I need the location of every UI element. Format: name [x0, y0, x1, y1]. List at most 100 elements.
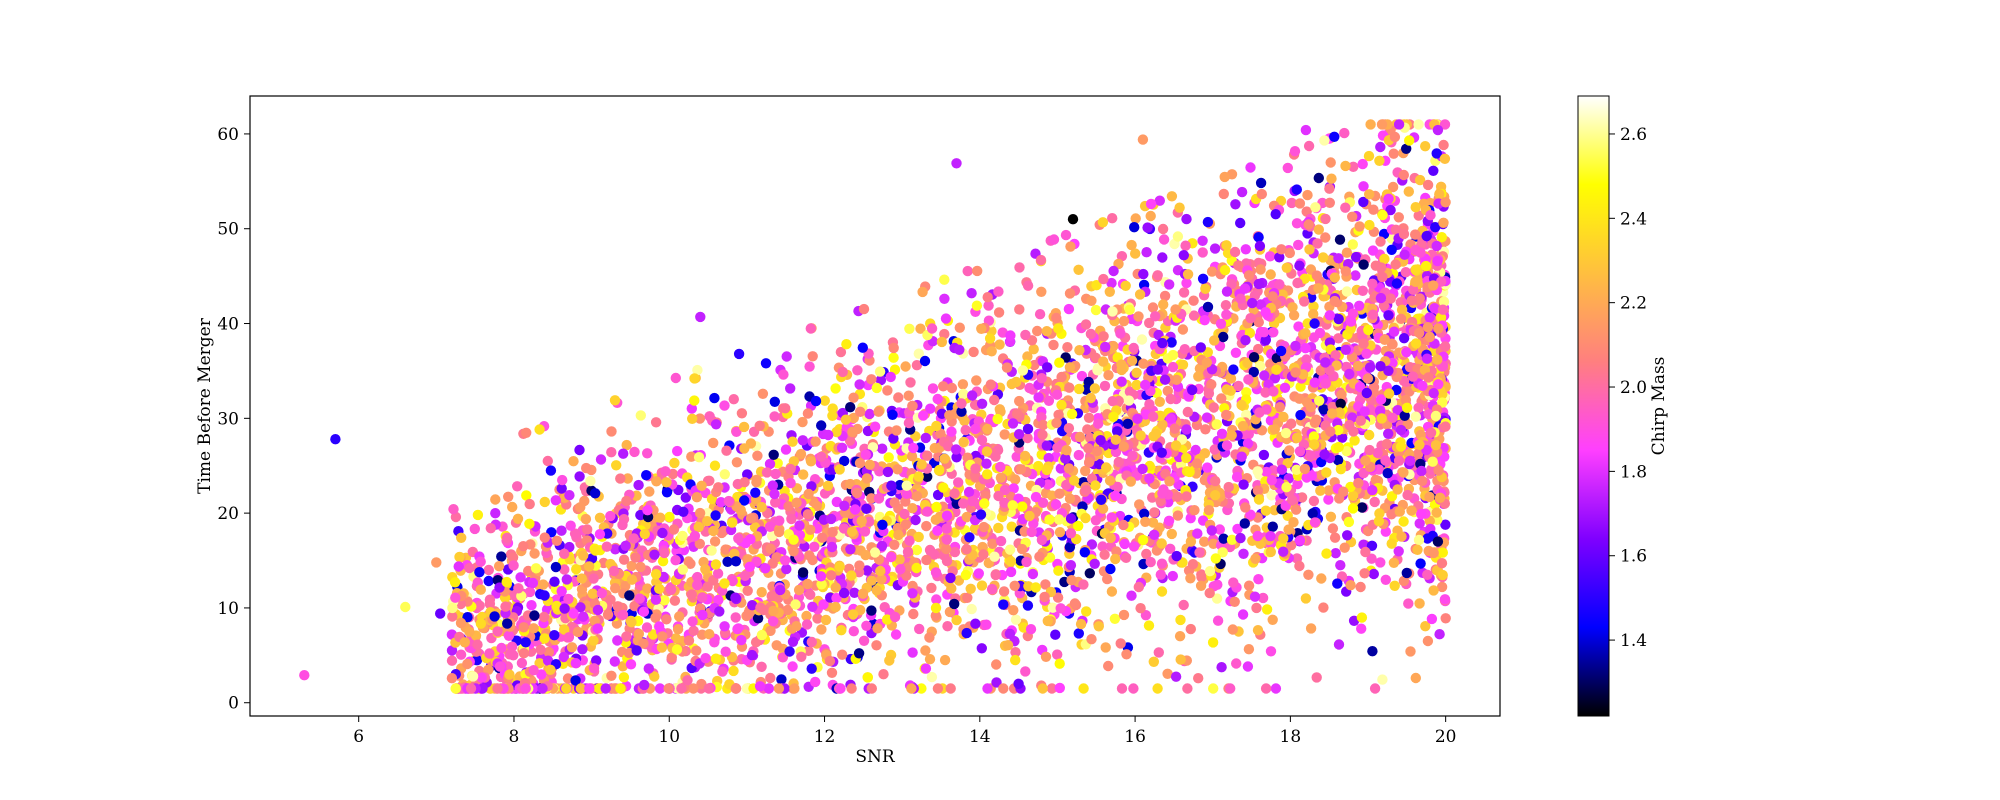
scatter-point — [904, 323, 915, 334]
scatter-point — [970, 423, 981, 435]
scatter-point — [1235, 293, 1246, 304]
scatter-point — [939, 274, 950, 285]
scatter-point — [993, 286, 1004, 297]
scatter-point — [1041, 440, 1053, 451]
scatter-point — [709, 392, 720, 404]
scatter-point — [1367, 646, 1378, 657]
scatter-point — [1405, 646, 1416, 657]
scatter-point — [1380, 455, 1391, 466]
scatter-point — [702, 508, 713, 519]
scatter-point — [1145, 556, 1156, 568]
scatter-point — [605, 510, 616, 522]
scatter-point — [1252, 625, 1264, 636]
scatter-point — [1395, 441, 1407, 452]
scatter-point — [1010, 474, 1021, 485]
scatter-point — [556, 586, 567, 597]
scatter-point — [770, 497, 781, 508]
scatter-point — [871, 382, 882, 394]
scatter-point — [618, 672, 630, 683]
scatter-point — [1125, 476, 1137, 487]
scatter-point — [1440, 613, 1451, 624]
scatter-point — [882, 385, 893, 396]
scatter-point — [1193, 673, 1204, 684]
scatter-point — [1347, 503, 1359, 514]
scatter-point — [1386, 491, 1398, 502]
scatter-point — [1109, 613, 1121, 624]
scatter-point — [1430, 440, 1442, 451]
scatter-point — [907, 647, 918, 658]
scatter-point — [1033, 460, 1044, 472]
scatter-point — [858, 303, 870, 315]
scatter-point — [537, 683, 548, 694]
scatter-point — [946, 426, 957, 437]
scatter-point — [1127, 450, 1138, 461]
scatter-point — [990, 451, 1001, 462]
scatter-point — [1101, 462, 1112, 473]
scatter-point — [1385, 293, 1396, 304]
scatter-point — [1435, 276, 1447, 287]
scatter-point — [1106, 586, 1118, 597]
scatter-point — [1064, 288, 1076, 299]
scatter-point — [803, 488, 814, 500]
scatter-point — [591, 655, 602, 666]
scatter-point — [861, 565, 873, 576]
scatter-point — [1403, 186, 1415, 197]
scatter-point — [859, 526, 871, 537]
scatter-point — [1308, 495, 1320, 507]
scatter-point — [1090, 304, 1102, 316]
scatter-point — [731, 426, 742, 437]
scatter-point — [999, 497, 1010, 508]
scatter-point — [676, 683, 687, 694]
scatter-point — [1162, 668, 1173, 679]
scatter-point — [1398, 575, 1410, 587]
scatter-point — [1334, 493, 1345, 504]
scatter-point — [575, 502, 586, 513]
scatter-point — [1202, 462, 1213, 473]
scatter-point — [916, 459, 927, 470]
scatter-point — [1225, 373, 1237, 384]
scatter-point — [697, 609, 708, 621]
scatter-point — [1345, 323, 1356, 335]
scatter-point — [1118, 519, 1129, 531]
scatter-point — [1150, 428, 1162, 439]
scatter-point — [611, 460, 622, 471]
scatter-point — [656, 642, 668, 653]
scatter-point — [806, 636, 817, 648]
scatter-point — [966, 603, 977, 615]
scatter-point — [951, 614, 962, 626]
scatter-point — [788, 546, 799, 557]
scatter-point — [1410, 264, 1421, 275]
scatter-point — [1073, 628, 1085, 639]
scatter-point — [917, 286, 928, 298]
scatter-point — [830, 582, 841, 593]
scatter-point — [837, 649, 848, 660]
scatter-point — [1201, 357, 1213, 368]
scatter-point — [907, 400, 918, 412]
scatter-point — [932, 525, 943, 536]
scatter-point — [539, 590, 550, 601]
scatter-point — [1261, 466, 1272, 478]
scatter-point — [727, 575, 738, 587]
scatter-point — [1010, 647, 1021, 658]
scatter-point — [993, 490, 1004, 502]
scatter-point — [1140, 379, 1151, 391]
scatter-point — [1086, 634, 1097, 645]
scatter-point — [1062, 342, 1073, 353]
scatter-point — [1145, 210, 1156, 222]
scatter-point — [1212, 615, 1224, 626]
scatter-point — [1147, 302, 1159, 313]
scatter-point — [904, 535, 915, 546]
scatter-point — [957, 379, 969, 390]
scatter-point — [953, 575, 965, 586]
scatter-point — [1245, 509, 1256, 520]
scatter-point — [1169, 423, 1181, 434]
scatter-point — [549, 576, 560, 587]
scatter-point — [710, 559, 722, 570]
scatter-point — [1120, 280, 1131, 291]
scatter-point — [1333, 424, 1344, 436]
scatter-point — [738, 421, 750, 433]
scatter-point — [606, 447, 617, 458]
scatter-point — [1211, 419, 1222, 430]
scatter-point — [1389, 131, 1401, 143]
scatter-point — [1252, 485, 1264, 496]
